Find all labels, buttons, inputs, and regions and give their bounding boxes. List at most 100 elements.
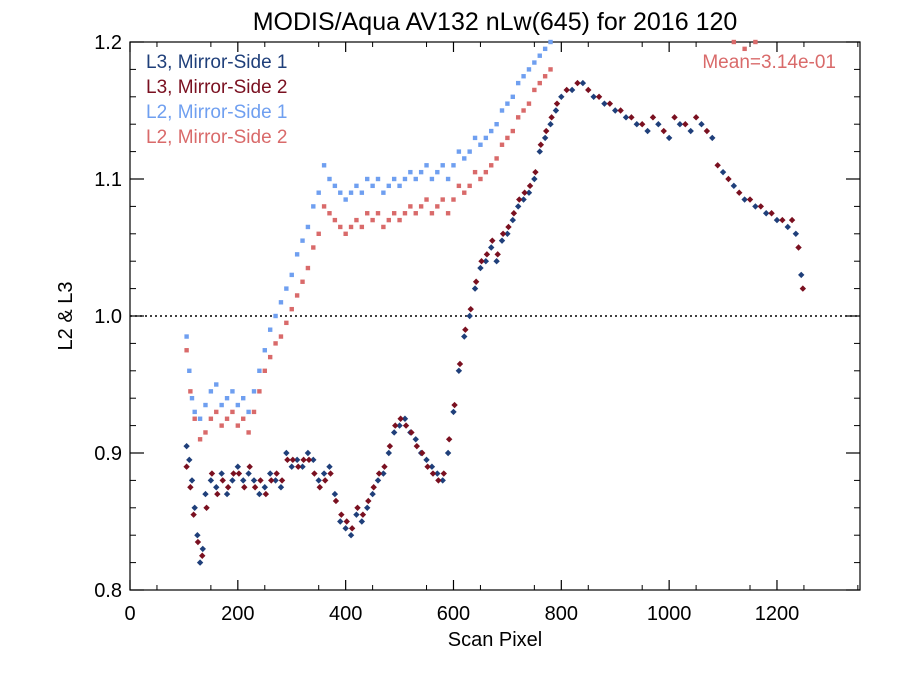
data-point xyxy=(343,231,348,236)
data-point xyxy=(197,416,203,421)
data-point xyxy=(257,477,264,484)
data-point xyxy=(208,389,214,394)
data-point xyxy=(455,367,463,374)
data-point xyxy=(208,416,214,421)
data-point xyxy=(246,430,251,435)
data-point xyxy=(320,470,328,477)
data-point xyxy=(230,470,237,477)
data-point xyxy=(315,477,322,484)
data-point xyxy=(299,463,306,470)
data-point xyxy=(526,182,534,190)
data-point xyxy=(283,449,290,457)
data-point xyxy=(316,190,321,195)
data-point xyxy=(521,108,526,113)
data-point xyxy=(553,100,561,107)
legend-entry: L2, Mirror-Side 1 xyxy=(146,102,288,123)
data-point xyxy=(374,477,382,484)
mean-annotation: Mean=3.14e-01 xyxy=(702,52,836,73)
data-point xyxy=(714,162,721,169)
data-point xyxy=(515,115,521,120)
data-point xyxy=(294,293,300,298)
data-point xyxy=(194,532,201,539)
data-point xyxy=(526,67,532,72)
data-point xyxy=(532,87,537,93)
data-point xyxy=(676,121,684,128)
data-point xyxy=(294,252,300,257)
data-point xyxy=(196,559,204,566)
data-point xyxy=(278,334,284,339)
data-point xyxy=(552,107,560,114)
data-point xyxy=(203,402,208,408)
data-point xyxy=(305,456,313,464)
data-point xyxy=(203,504,210,511)
series-1 xyxy=(183,79,805,566)
data-point xyxy=(731,39,737,45)
data-point xyxy=(188,477,196,484)
data-point xyxy=(741,196,748,203)
data-point xyxy=(235,423,241,428)
data-point xyxy=(483,135,489,141)
data-point xyxy=(444,449,452,457)
data-point xyxy=(418,169,424,175)
data-point xyxy=(413,176,418,182)
data-point xyxy=(370,484,377,491)
data-point xyxy=(311,470,318,477)
data-point xyxy=(424,197,429,202)
data-point xyxy=(262,490,270,498)
data-point xyxy=(338,190,343,195)
data-point xyxy=(190,511,197,518)
data-point xyxy=(428,463,436,470)
data-point xyxy=(408,169,413,175)
data-point xyxy=(197,437,203,442)
data-point xyxy=(273,341,278,346)
data-point xyxy=(305,265,311,271)
data-point xyxy=(391,211,397,216)
data-point xyxy=(483,169,489,175)
data-point xyxy=(498,237,506,244)
data-point xyxy=(184,334,189,339)
data-point xyxy=(612,107,619,114)
data-point xyxy=(467,305,474,313)
data-point xyxy=(219,423,224,428)
data-point xyxy=(617,107,624,114)
data-point xyxy=(284,320,289,326)
data-point xyxy=(472,169,478,175)
data-point xyxy=(365,497,372,505)
data-point xyxy=(649,114,657,121)
data-point xyxy=(293,456,301,464)
data-point xyxy=(494,156,499,161)
data-point xyxy=(489,163,494,168)
data-point xyxy=(240,477,247,484)
data-point xyxy=(321,204,327,209)
data-point xyxy=(526,101,532,106)
data-point xyxy=(472,135,478,141)
chart-title: MODIS/Aqua AV132 nLw(645) for 2016 120 xyxy=(253,8,738,36)
data-point xyxy=(412,436,419,443)
data-point xyxy=(725,175,732,183)
data-point xyxy=(687,127,694,135)
data-points xyxy=(183,39,807,566)
data-point xyxy=(537,53,542,58)
data-point xyxy=(191,504,198,511)
data-point xyxy=(655,121,662,128)
data-point xyxy=(199,552,206,559)
data-point xyxy=(332,497,340,505)
data-point xyxy=(184,348,189,353)
data-point xyxy=(439,477,446,484)
data-point xyxy=(188,389,193,394)
data-point xyxy=(510,128,515,134)
data-point xyxy=(445,436,453,443)
data-point xyxy=(396,422,403,429)
data-point xyxy=(397,183,402,189)
data-point xyxy=(456,149,462,154)
data-point xyxy=(660,127,667,135)
data-point xyxy=(499,142,505,147)
data-point xyxy=(364,504,371,511)
data-point xyxy=(478,142,483,147)
data-point xyxy=(590,93,597,100)
data-point xyxy=(202,490,209,498)
data-point xyxy=(548,67,553,72)
data-point xyxy=(194,538,202,546)
data-point xyxy=(284,456,291,464)
data-point xyxy=(466,312,473,320)
